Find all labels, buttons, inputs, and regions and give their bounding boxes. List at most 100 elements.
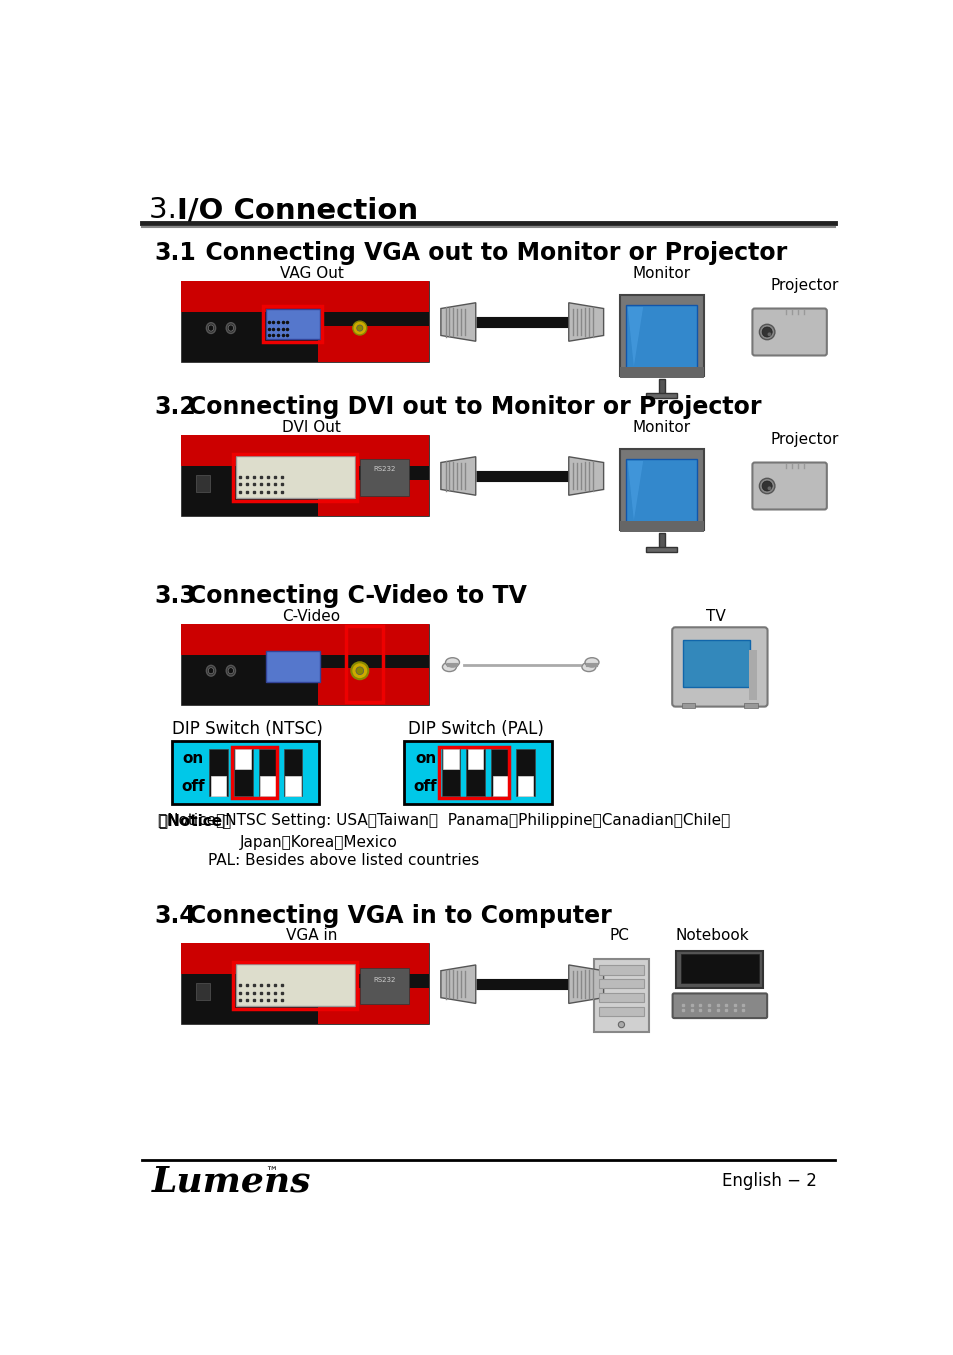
Bar [317,988,429,1024]
Bar [285,775,300,795]
Text: on: on [183,751,204,766]
Bar [317,668,429,705]
Bar [233,454,356,500]
Bar [619,450,703,530]
Text: Connecting VGA in to Computer: Connecting VGA in to Computer [189,904,611,928]
Bar [466,749,484,795]
FancyBboxPatch shape [672,627,767,706]
Text: off: off [414,779,436,794]
Bar [619,295,703,377]
Text: Connecting VGA out to Monitor or Projector: Connecting VGA out to Monitor or Project… [189,241,786,266]
Bar [468,749,483,770]
Bar [181,282,429,362]
Text: PAL: Besides above listed countries: PAL: Besides above listed countries [208,854,479,869]
FancyBboxPatch shape [752,462,826,509]
Bar [181,435,429,516]
Text: 3.1: 3.1 [154,241,195,266]
Bar [181,623,429,654]
Ellipse shape [355,667,363,675]
Bar [658,378,664,396]
Text: DIP Switch (NTSC): DIP Switch (NTSC) [172,720,322,737]
Text: 【Notice】: 【Notice】 [158,813,231,828]
Polygon shape [627,308,642,366]
Text: PC: PC [609,928,628,943]
Bar [676,951,762,988]
Bar [265,652,320,682]
FancyBboxPatch shape [672,993,766,1018]
Polygon shape [568,965,603,1004]
Bar [680,954,758,984]
Text: 3.2: 3.2 [154,396,195,420]
Bar [235,749,251,770]
Bar [172,741,319,804]
Text: VAG Out: VAG Out [279,266,343,280]
Ellipse shape [228,668,233,673]
Bar [181,435,429,466]
Bar [443,749,458,770]
Text: Monitor: Monitor [632,266,690,280]
Bar [317,480,429,516]
Ellipse shape [767,486,771,491]
Ellipse shape [442,663,456,672]
Bar [619,367,703,378]
Polygon shape [627,461,642,520]
Bar [625,305,697,369]
Bar [181,282,429,312]
Ellipse shape [759,324,774,340]
Text: 3.3: 3.3 [154,584,195,608]
Bar [235,457,355,499]
Polygon shape [440,965,476,1004]
Ellipse shape [761,481,771,491]
Text: TV: TV [705,608,725,623]
Bar [598,993,643,1003]
Ellipse shape [618,1022,624,1027]
Ellipse shape [226,322,235,333]
Bar [317,325,429,362]
Bar [598,965,643,974]
Ellipse shape [351,663,368,679]
Bar [283,749,302,795]
Bar [233,962,356,1008]
Text: Monitor: Monitor [632,420,690,435]
Ellipse shape [208,325,213,331]
Bar [181,943,429,974]
Bar [196,474,210,492]
Bar [645,547,677,551]
Ellipse shape [228,325,233,331]
Bar [493,775,508,795]
Bar [645,393,677,398]
Bar [181,623,429,705]
Text: 3.4: 3.4 [154,904,195,928]
Text: on: on [415,751,436,766]
Bar [359,459,409,496]
Polygon shape [568,302,603,341]
Polygon shape [568,457,603,495]
Text: DIP Switch (PAL): DIP Switch (PAL) [407,720,543,737]
Bar [439,747,509,798]
Ellipse shape [767,332,771,336]
Bar [258,749,277,795]
Bar [346,626,383,702]
Ellipse shape [584,657,598,667]
Text: Lumens: Lumens [152,1164,311,1198]
Bar [196,982,210,1000]
Ellipse shape [356,325,362,331]
Bar [658,533,664,550]
Bar [235,965,355,1007]
Text: Projector: Projector [769,432,838,447]
Ellipse shape [759,478,774,493]
Text: Connecting DVI out to Monitor or Projector: Connecting DVI out to Monitor or Project… [189,396,760,420]
Text: Connecting C-Video to TV: Connecting C-Video to TV [189,584,526,608]
Polygon shape [440,302,476,341]
Bar [260,775,275,795]
Bar [748,649,756,699]
Ellipse shape [206,322,215,333]
Text: English − 2: English − 2 [721,1172,816,1190]
Bar [359,967,409,1004]
Text: RS232: RS232 [373,977,395,982]
Ellipse shape [445,657,459,667]
Ellipse shape [761,327,771,337]
Text: 【Notice】NTSC Setting: USA、Taiwan、  Panama、Philippine、Canadian、Chile、: 【Notice】NTSC Setting: USA、Taiwan、 Panama… [158,813,729,828]
Bar [682,641,750,687]
Text: off: off [181,779,205,794]
